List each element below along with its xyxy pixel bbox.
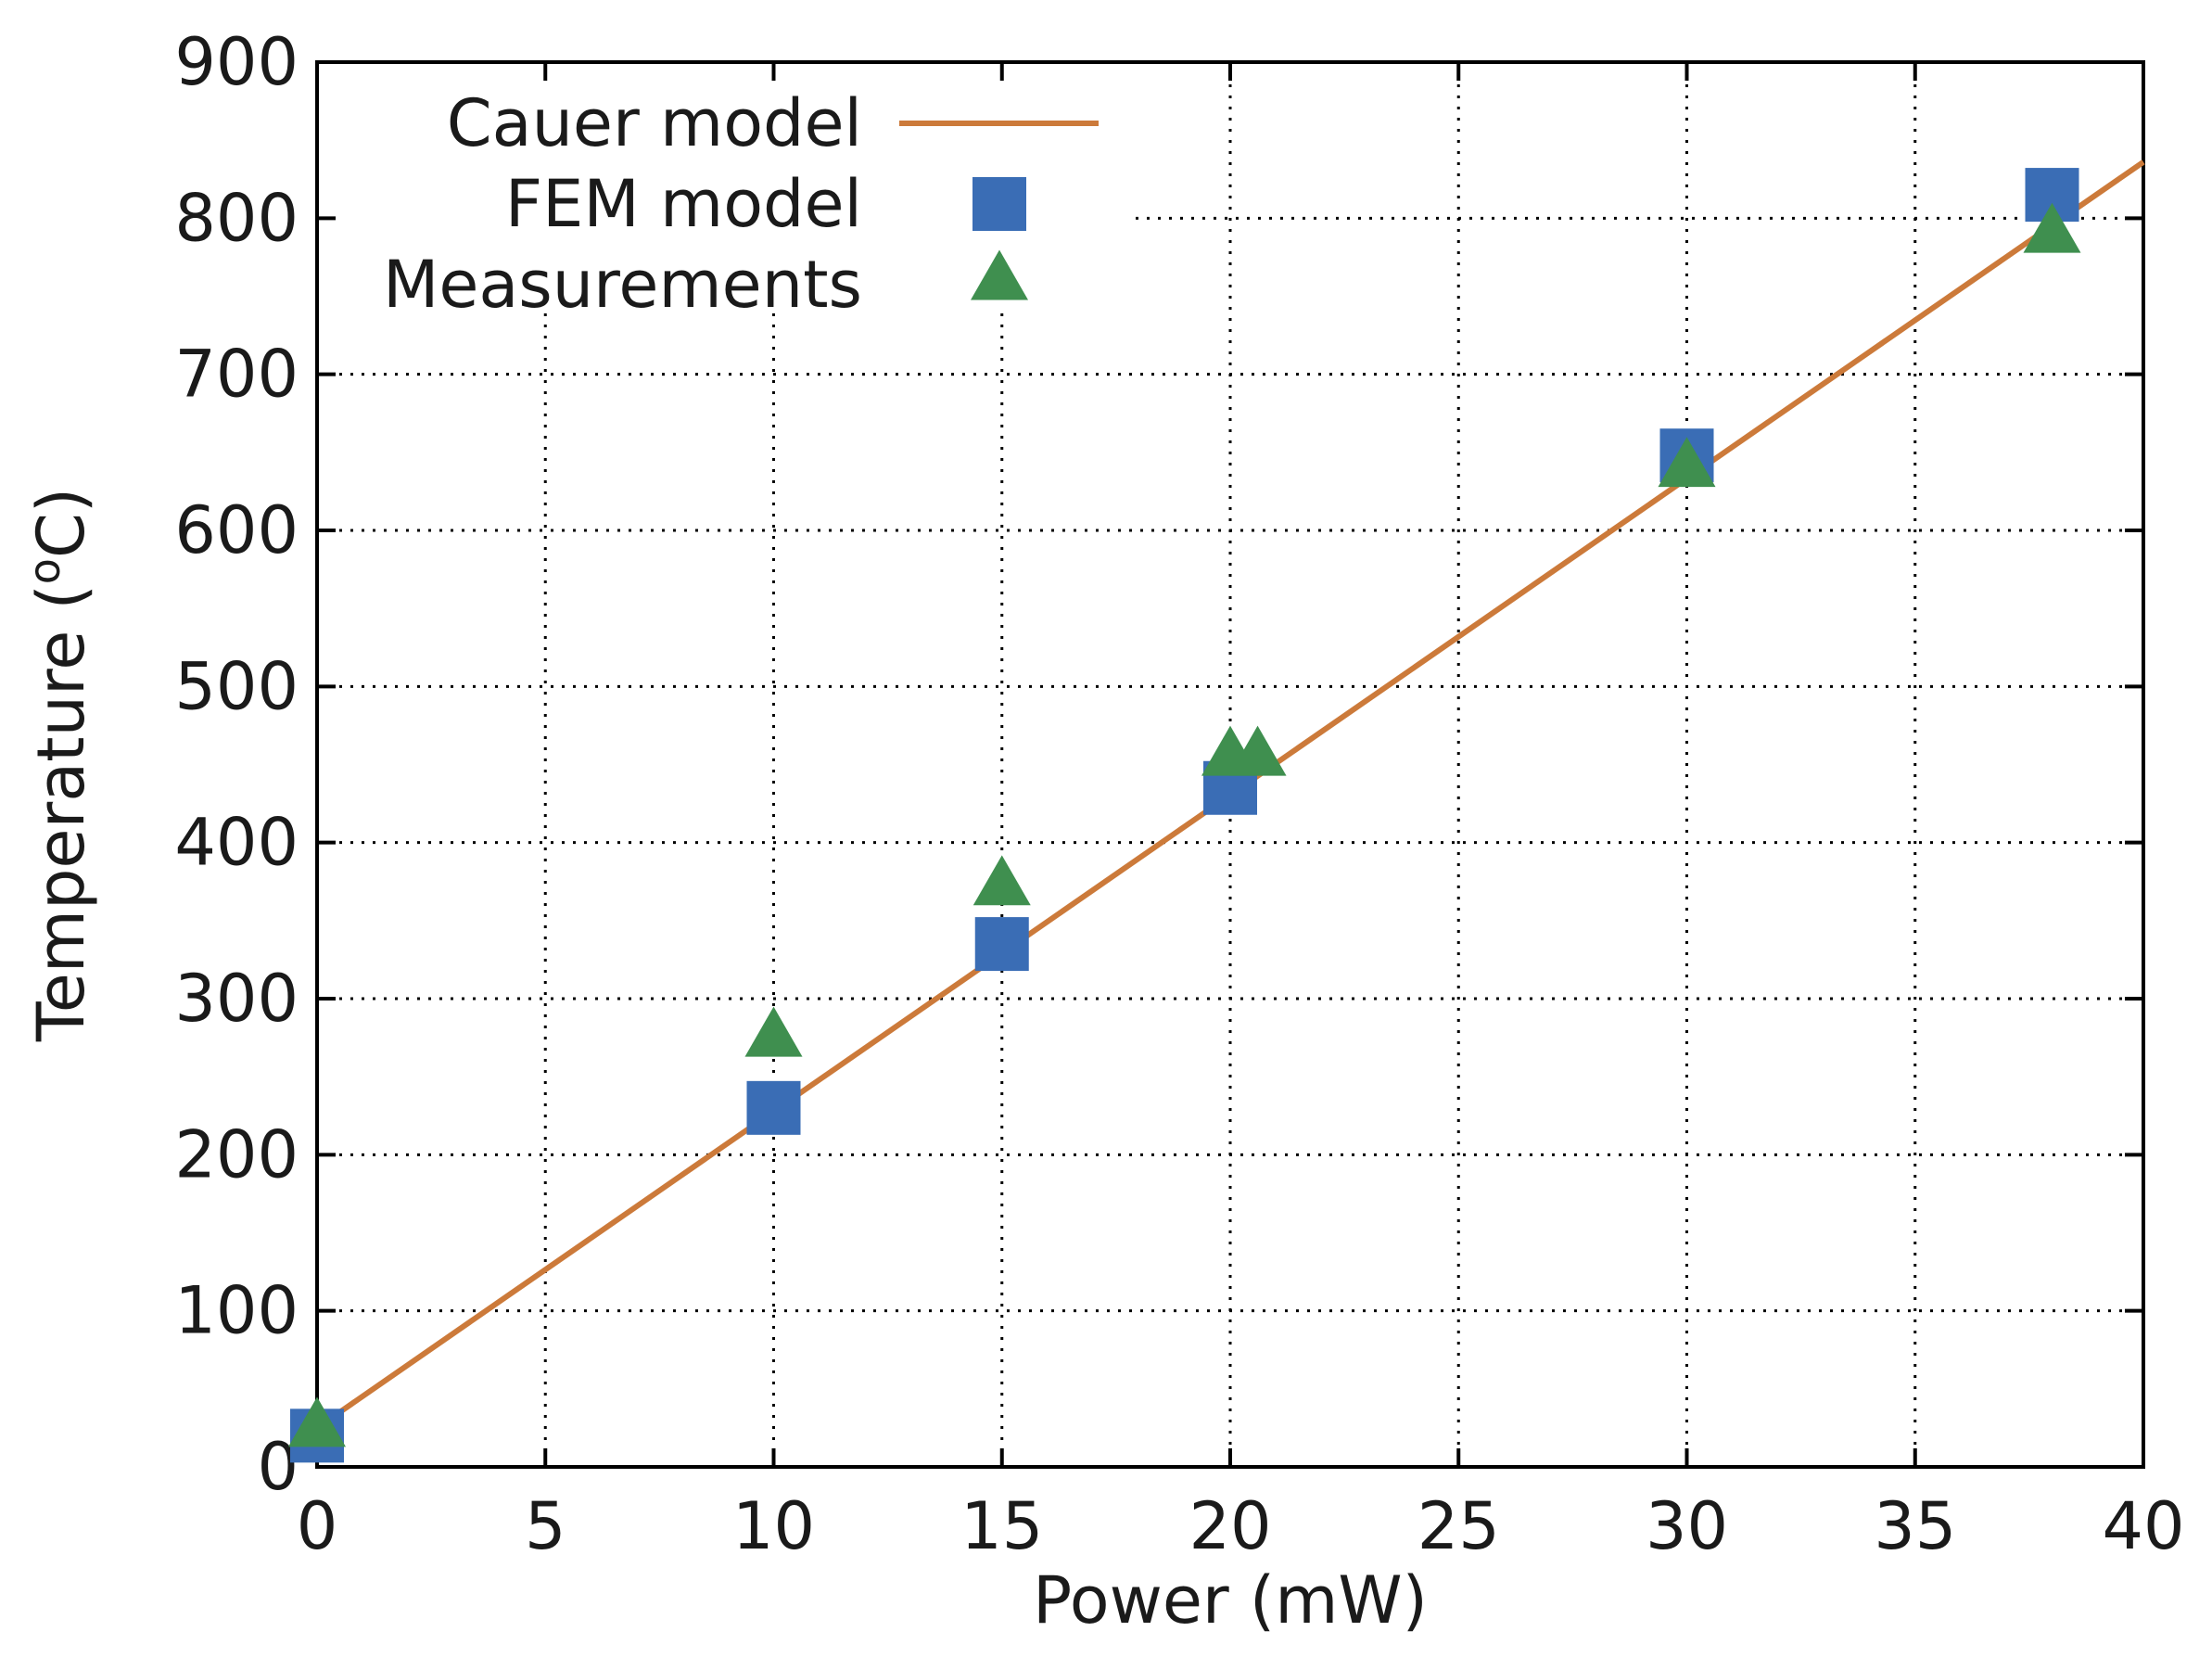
legend-item-measurements: Measurements xyxy=(383,247,1028,323)
x-tick-label-20: 20 xyxy=(1189,1488,1271,1564)
y-tick-label-100: 100 xyxy=(174,1273,299,1349)
legend-label-measurements: Measurements xyxy=(383,247,862,323)
x-tick-label-5: 5 xyxy=(525,1488,566,1564)
measurement-point-5 xyxy=(1658,437,1716,488)
y-tick-label-200: 200 xyxy=(174,1116,299,1192)
legend-label-cauer-model: Cauer model xyxy=(447,85,862,161)
x-tick-label-25: 25 xyxy=(1417,1488,1500,1564)
legend-item-fem-model: FEM model xyxy=(505,166,1026,242)
y-axis-label-degree-superscript: o xyxy=(19,558,70,584)
x-axis-label: Power (mW) xyxy=(1033,1562,1428,1638)
x-tick-labels: 0 5 10 15 20 25 30 35 40 xyxy=(297,1488,2185,1564)
x-tick-label-35: 35 xyxy=(1874,1488,1956,1564)
measurement-point-1 xyxy=(744,1006,803,1057)
x-tick-label-0: 0 xyxy=(297,1488,338,1564)
series-fem-model xyxy=(290,168,2079,1463)
y-tick-label-500: 500 xyxy=(174,648,299,724)
x-tick-label-40: 40 xyxy=(2102,1488,2184,1564)
measurement-point-2 xyxy=(973,855,1031,906)
fem-point-1 xyxy=(746,1080,801,1135)
y-tick-label-900: 900 xyxy=(174,24,299,100)
x-tick-label-10: 10 xyxy=(732,1488,815,1564)
plot-frame xyxy=(315,60,2145,1469)
y-tick-label-700: 700 xyxy=(174,337,299,413)
series-measurements xyxy=(288,202,2081,1447)
legend-swatch-fem-model xyxy=(973,177,1026,231)
x-tick-label-15: 15 xyxy=(960,1488,1043,1564)
y-axis-label-prefix: Temperature ( xyxy=(23,584,99,1042)
x-tick-label-30: 30 xyxy=(1646,1488,1728,1564)
y-tick-label-300: 300 xyxy=(174,961,299,1037)
y-axis-label-suffix: C) xyxy=(23,488,99,558)
grid xyxy=(317,62,2143,1467)
y-tick-label-400: 400 xyxy=(174,805,299,881)
legend-swatch-measurements xyxy=(971,249,1028,300)
measurement-point-6 xyxy=(2023,202,2081,253)
y-tick-label-800: 800 xyxy=(174,180,299,256)
y-axis-label: Temperature (oC) xyxy=(19,488,99,1042)
measurement-point-0 xyxy=(288,1396,346,1447)
measurement-point-4 xyxy=(1228,725,1287,776)
fem-point-2 xyxy=(974,917,1029,972)
y-tick-label-600: 600 xyxy=(174,492,299,568)
legend-label-fem-model: FEM model xyxy=(505,166,862,242)
legend-item-cauer-model: Cauer model xyxy=(447,85,1099,161)
series-layer xyxy=(288,159,2145,1463)
